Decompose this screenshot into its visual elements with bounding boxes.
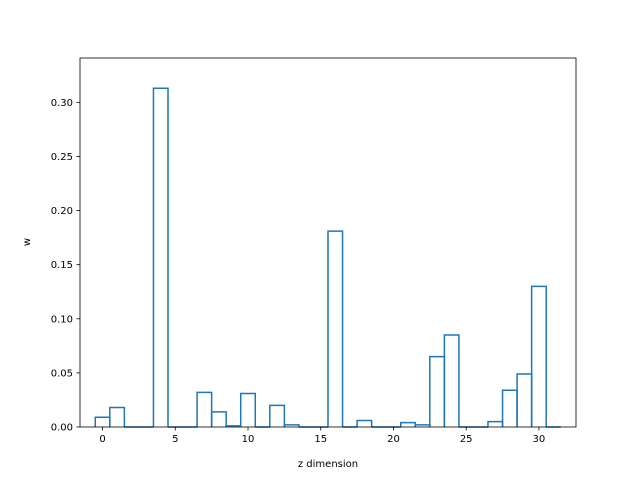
histogram-bin-18 [356,419,373,427]
x-tick-label: 0 [99,434,105,445]
histogram-bin-13 [283,424,300,427]
x-tick-label: 25 [460,434,473,445]
histogram-bin-7 [196,391,213,427]
x-tick-label: 10 [242,434,255,445]
y-tick-label: 0.05 [51,368,73,379]
x-ticks-group: 0 5 10 15 20 25 30 [99,427,545,445]
x-tick-label: 5 [172,434,178,445]
x-tick-label: 30 [533,434,546,445]
histogram-bin-30 [530,285,547,427]
y-axis-label: w [22,238,33,246]
histogram-bin-24 [443,334,460,427]
x-tick-label: 20 [387,434,400,445]
histogram-bin-16 [327,230,344,427]
y-tick-label: 0.00 [51,423,73,434]
y-tick-label: 0.30 [51,98,73,109]
y-tick-label: 0.25 [51,152,73,163]
histogram-bin-1 [109,406,126,427]
histogram-bin-4 [152,87,169,427]
plot-frame [79,57,577,428]
x-axis-label: z dimension [298,459,358,470]
y-tick-label: 0.20 [51,206,73,217]
y-ticks-group: 0.00 0.05 0.10 0.15 0.20 0.25 0.30 [51,98,80,434]
x-tick-label: 15 [314,434,327,445]
y-tick-label: 0.15 [51,260,73,271]
histogram-bin-8 [210,411,227,427]
histogram-bin-10 [239,392,257,427]
y-tick-label: 0.10 [51,314,73,325]
histogram-bin-12 [269,404,286,427]
